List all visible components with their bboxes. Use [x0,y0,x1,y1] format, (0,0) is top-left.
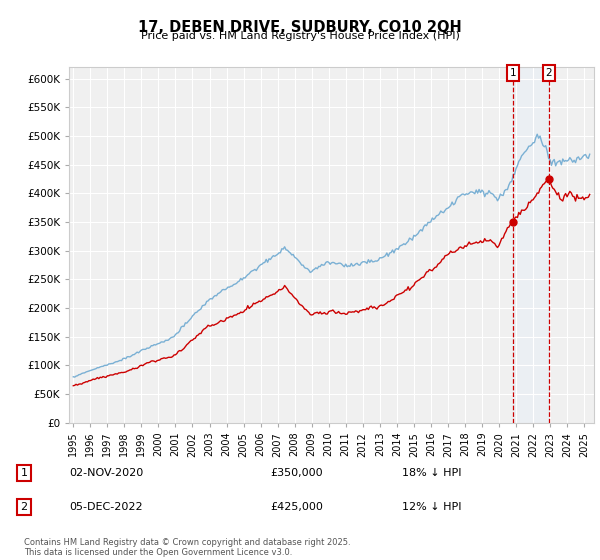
Text: 2: 2 [20,502,28,512]
Bar [513,67,548,423]
Text: 02-NOV-2020: 02-NOV-2020 [69,468,143,478]
Text: Price paid vs. HM Land Registry's House Price Index (HPI): Price paid vs. HM Land Registry's House … [140,31,460,41]
Text: £350,000: £350,000 [270,468,323,478]
Text: 05-DEC-2022: 05-DEC-2022 [69,502,143,512]
Text: 1: 1 [20,468,28,478]
Text: £425,000: £425,000 [270,502,323,512]
Text: 18% ↓ HPI: 18% ↓ HPI [402,468,461,478]
Text: 17, DEBEN DRIVE, SUDBURY, CO10 2QH: 17, DEBEN DRIVE, SUDBURY, CO10 2QH [138,20,462,35]
Text: 1: 1 [510,68,517,78]
Text: Contains HM Land Registry data © Crown copyright and database right 2025.
This d: Contains HM Land Registry data © Crown c… [24,538,350,557]
Text: 12% ↓ HPI: 12% ↓ HPI [402,502,461,512]
Text: 2: 2 [545,68,552,78]
